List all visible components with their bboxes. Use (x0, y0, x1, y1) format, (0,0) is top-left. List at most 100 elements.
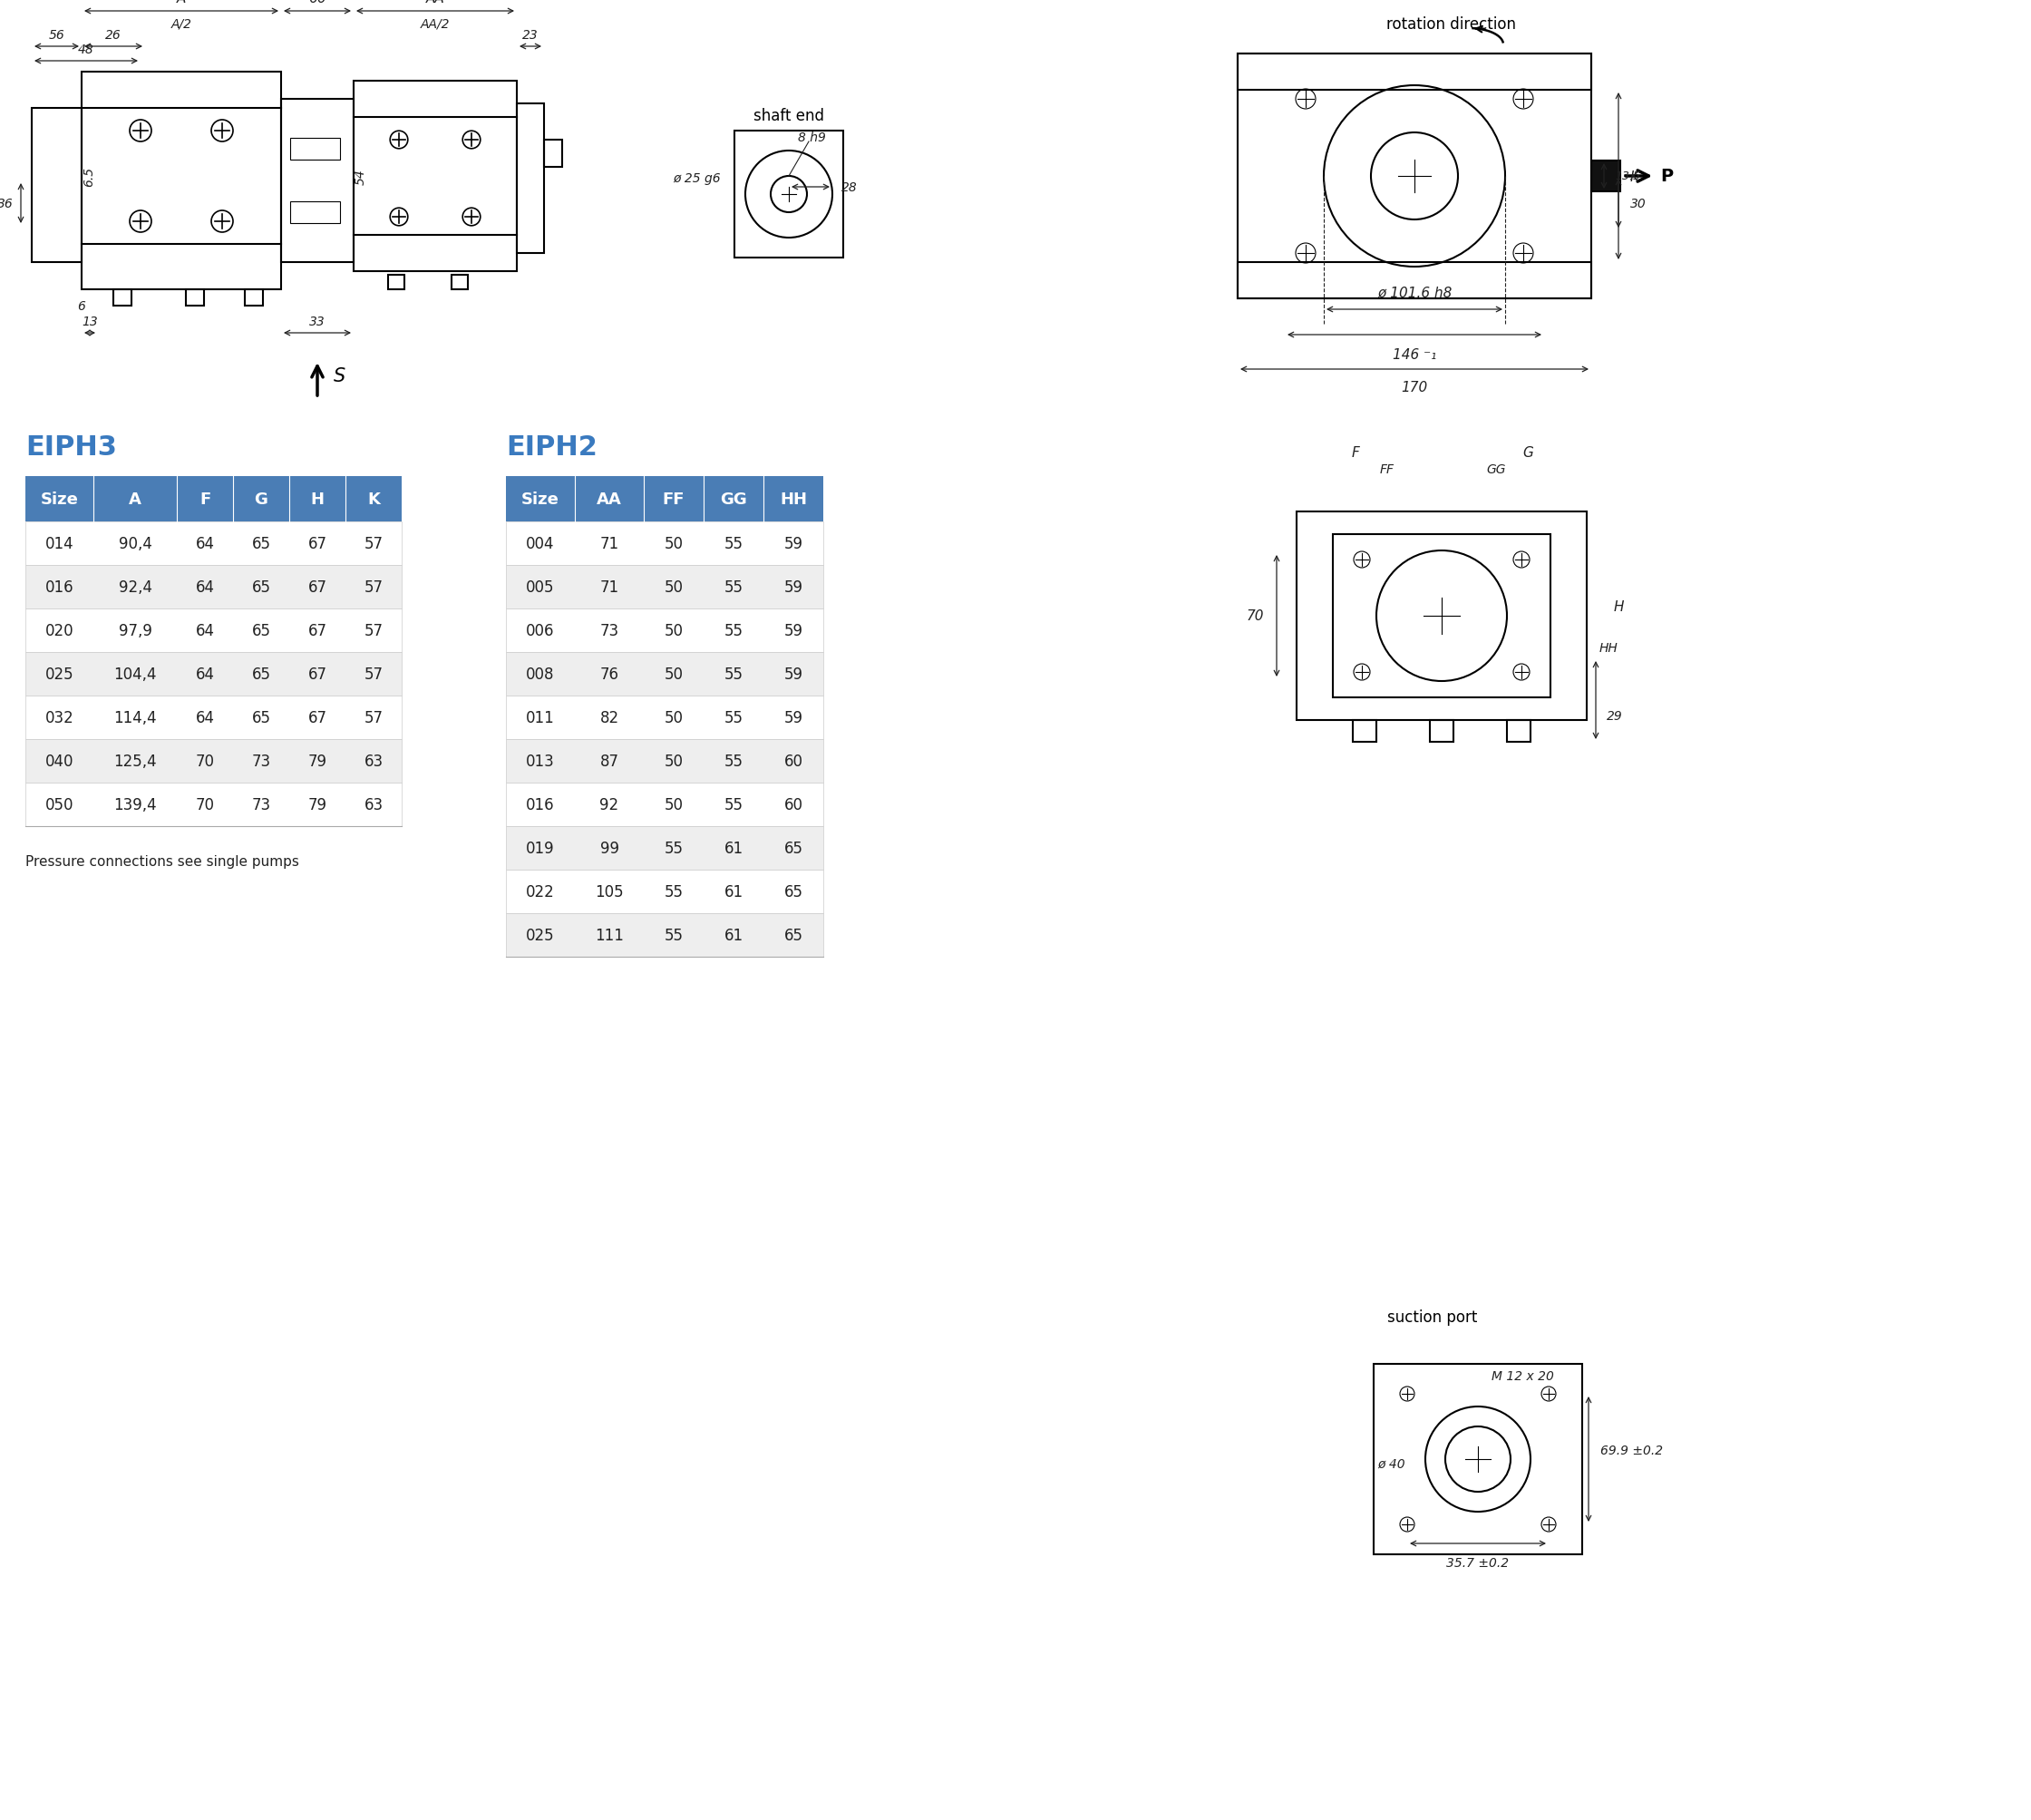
Bar (506, 870, 823, 914)
Text: 50: 50 (664, 579, 682, 595)
Text: 64: 64 (195, 535, 215, 551)
Text: 23: 23 (522, 29, 538, 42)
Text: 13: 13 (81, 315, 97, 328)
Text: 050: 050 (45, 797, 73, 814)
Text: 59: 59 (784, 535, 802, 551)
Bar (1296, 511, 1586, 721)
Text: 55: 55 (723, 535, 743, 551)
Text: 57: 57 (364, 710, 384, 726)
Bar (506, 826, 823, 870)
Text: Size: Size (41, 491, 79, 508)
Text: 36: 36 (0, 198, 14, 211)
Bar (1507, 721, 1531, 743)
Text: M 12 x 20: M 12 x 20 (1491, 1369, 1554, 1381)
Text: HH: HH (1600, 642, 1619, 655)
Text: 13.5: 13.5 (1615, 171, 1641, 182)
Text: 55: 55 (723, 579, 743, 595)
Bar (516, 104, 544, 253)
Text: 67: 67 (309, 666, 327, 682)
Text: 104,4: 104,4 (114, 666, 156, 682)
Bar (1373, 1365, 1582, 1554)
Text: 50: 50 (664, 753, 682, 770)
Text: 125,4: 125,4 (114, 753, 156, 770)
Bar (506, 477, 823, 522)
Text: 71: 71 (599, 579, 619, 595)
Text: 025: 025 (45, 666, 73, 682)
Text: 71: 71 (599, 535, 619, 551)
Bar (544, 140, 563, 167)
Text: 65: 65 (252, 622, 270, 639)
Text: 64: 64 (195, 710, 215, 726)
Bar (26, 695, 402, 739)
Bar (506, 522, 823, 566)
Text: 87: 87 (599, 753, 619, 770)
Text: 28: 28 (841, 182, 857, 195)
Text: GG: GG (1487, 462, 1505, 475)
Text: 50: 50 (664, 710, 682, 726)
Bar (114, 289, 132, 306)
Bar (506, 653, 823, 695)
Text: 50: 50 (664, 622, 682, 639)
Text: FF: FF (662, 491, 684, 508)
Text: suction port: suction port (1387, 1309, 1479, 1325)
Text: 6.5: 6.5 (83, 167, 95, 187)
Bar (1590, 162, 1621, 193)
Bar (1353, 721, 1377, 743)
Text: 70: 70 (195, 753, 215, 770)
Text: Size: Size (522, 491, 559, 508)
Text: shaft end: shaft end (754, 107, 825, 124)
Text: 35.7 ±0.2: 35.7 ±0.2 (1446, 1556, 1509, 1569)
Text: 005: 005 (526, 579, 554, 595)
Bar (280, 100, 353, 262)
Text: 97,9: 97,9 (118, 622, 152, 639)
Text: 33: 33 (309, 315, 325, 328)
Text: 006: 006 (526, 622, 554, 639)
Text: 59: 59 (784, 622, 802, 639)
Text: F: F (199, 491, 211, 508)
Text: 011: 011 (526, 710, 554, 726)
Text: 170: 170 (1401, 380, 1428, 395)
Bar (451, 275, 467, 289)
Text: 73: 73 (252, 753, 270, 770)
Text: 55: 55 (723, 666, 743, 682)
Text: 61: 61 (723, 885, 743, 901)
Text: 8 h9: 8 h9 (798, 131, 827, 144)
Text: AA: AA (427, 0, 445, 5)
Text: rotation direction: rotation direction (1385, 16, 1515, 33)
Text: 55: 55 (723, 622, 743, 639)
Bar (26, 783, 402, 826)
Text: 99: 99 (599, 841, 619, 857)
Bar (506, 914, 823, 957)
Bar (388, 275, 404, 289)
Text: GG: GG (721, 491, 747, 508)
Text: 139,4: 139,4 (114, 797, 156, 814)
Text: AA/2: AA/2 (420, 18, 451, 31)
Text: 111: 111 (595, 926, 624, 943)
Text: 019: 019 (526, 841, 554, 857)
Text: 65: 65 (784, 885, 802, 901)
Bar (246, 289, 262, 306)
Text: AA: AA (597, 491, 621, 508)
Text: 50: 50 (664, 535, 682, 551)
Text: 63: 63 (364, 797, 384, 814)
Text: 114,4: 114,4 (114, 710, 156, 726)
Text: 61: 61 (723, 841, 743, 857)
Text: 79: 79 (309, 797, 327, 814)
Text: 92,4: 92,4 (118, 579, 152, 595)
Text: 59: 59 (784, 666, 802, 682)
Bar (1332, 535, 1550, 697)
Text: 67: 67 (309, 535, 327, 551)
Text: 008: 008 (526, 666, 554, 682)
Text: 014: 014 (45, 535, 73, 551)
Bar (290, 138, 339, 160)
Text: 73: 73 (599, 622, 619, 639)
Text: 64: 64 (195, 579, 215, 595)
Text: 016: 016 (45, 579, 73, 595)
Text: FF: FF (1379, 462, 1395, 475)
Bar (26, 653, 402, 695)
Bar (506, 783, 823, 826)
Text: 69.9 ±0.2: 69.9 ±0.2 (1600, 1443, 1663, 1456)
Text: 016: 016 (526, 797, 554, 814)
Text: 65: 65 (252, 579, 270, 595)
Text: 105: 105 (595, 885, 624, 901)
